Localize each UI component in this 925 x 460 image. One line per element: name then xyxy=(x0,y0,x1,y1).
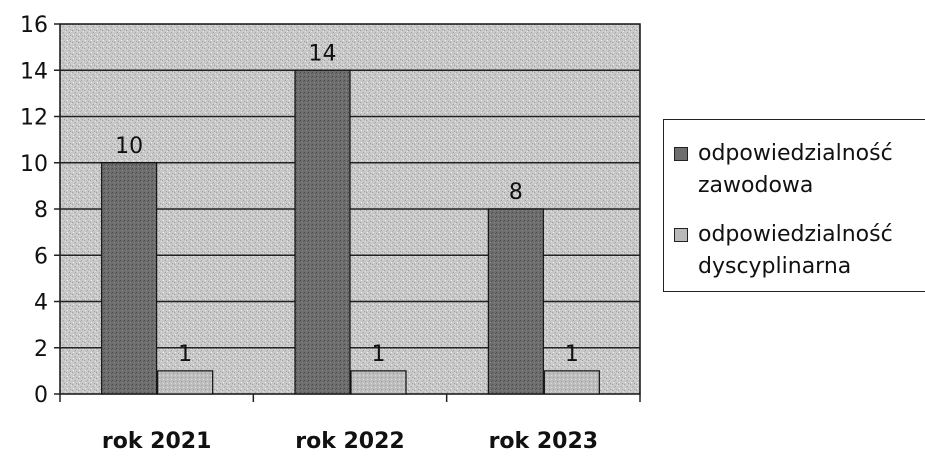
y-tick-label: 14 xyxy=(20,59,48,84)
x-tick-label: rok 2021 xyxy=(102,429,211,454)
bar xyxy=(487,208,544,395)
y-tick-label: 16 xyxy=(20,13,48,38)
bar xyxy=(350,370,407,395)
x-tick-label: rok 2023 xyxy=(489,429,598,454)
bar xyxy=(157,370,214,395)
y-tick-label: 12 xyxy=(20,106,48,131)
data-label: 8 xyxy=(509,180,523,205)
data-label: 14 xyxy=(309,41,337,66)
x-tick-label: rok 2022 xyxy=(295,429,404,454)
bar xyxy=(101,162,158,395)
y-tick-label: 2 xyxy=(34,337,48,362)
legend: odpowiedzialność zawodowa odpowiedzialno… xyxy=(663,119,925,292)
legend-label-zawodowa: odpowiedzialność zawodowa xyxy=(698,141,893,198)
y-tick-label: 8 xyxy=(34,198,48,223)
legend-swatch-zawodowa xyxy=(674,147,688,161)
data-label: 1 xyxy=(372,342,386,367)
y-tick-label: 10 xyxy=(20,152,48,177)
bar xyxy=(294,69,351,395)
legend-label-dyscyplinarna: odpowiedzialność dyscyplinarna xyxy=(698,222,893,279)
bar xyxy=(543,370,600,395)
legend-swatch-dyscyplinarna xyxy=(674,228,688,242)
data-label: 1 xyxy=(565,342,579,367)
y-tick-label: 4 xyxy=(34,291,48,316)
y-tick-label: 6 xyxy=(34,244,48,269)
data-label: 10 xyxy=(115,134,143,159)
data-label: 1 xyxy=(178,342,192,367)
y-tick-label: 0 xyxy=(34,383,48,408)
